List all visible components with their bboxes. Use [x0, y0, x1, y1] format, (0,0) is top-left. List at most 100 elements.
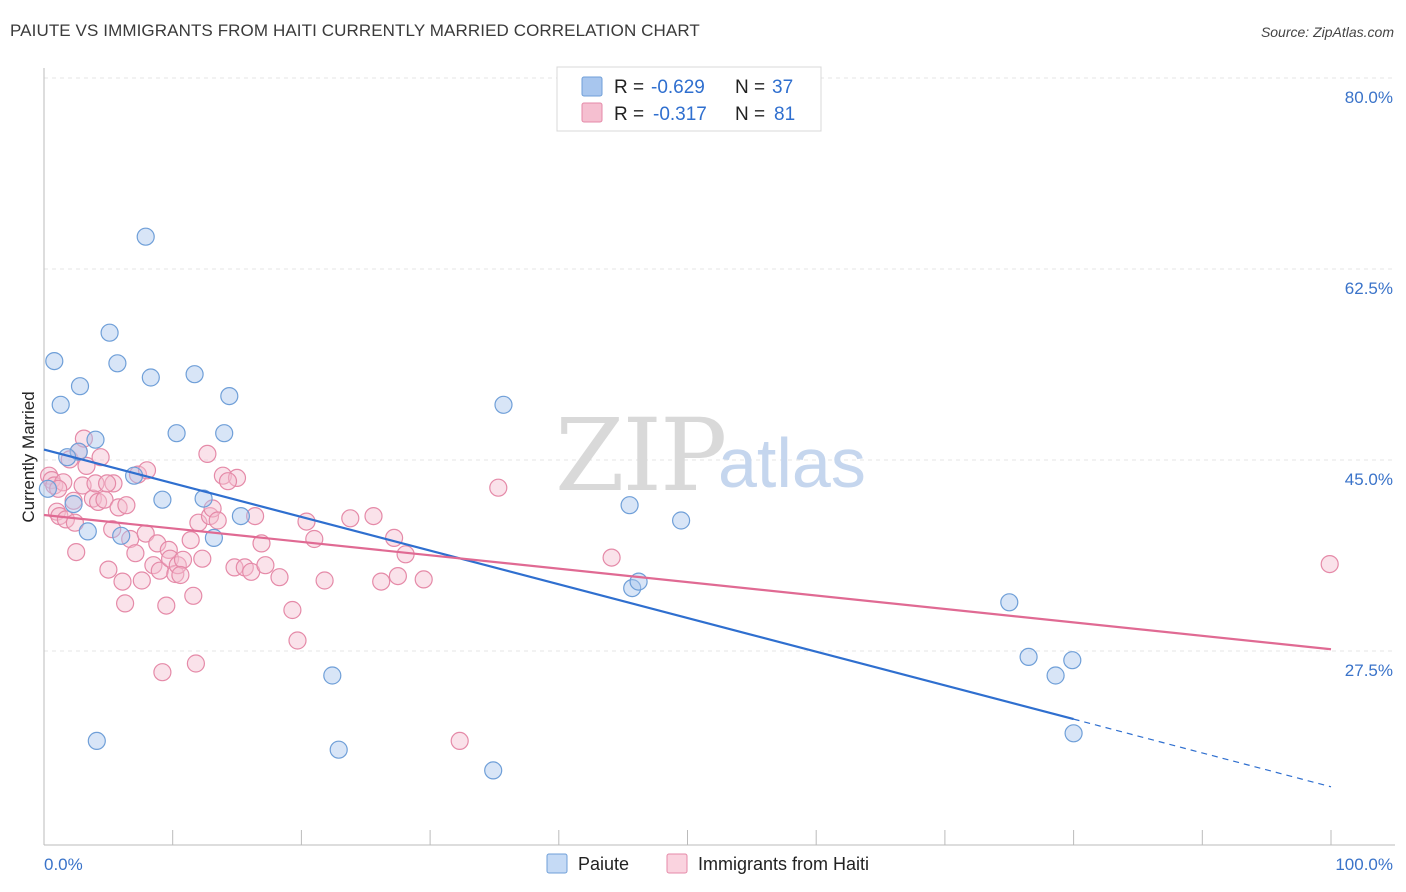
paiute-point	[494, 395, 513, 414]
x-tick-marks	[43, 830, 1332, 845]
paiute-point	[45, 352, 64, 371]
watermark-zip: ZIP	[555, 397, 725, 514]
haiti-point	[153, 663, 172, 682]
paiute-point	[51, 395, 70, 414]
bottom-legend-label-haiti: Immigrants from Haiti	[698, 854, 869, 874]
trend-lines	[43, 448, 1332, 788]
haiti-point	[115, 594, 135, 613]
haiti-point	[148, 534, 167, 553]
paiute-point	[671, 511, 691, 530]
paiute-point	[100, 323, 119, 342]
haiti-point	[256, 556, 275, 575]
paiute-trend-line	[43, 448, 1074, 721]
watermark: ZIP atlas	[555, 397, 866, 514]
paiute-point	[112, 526, 131, 545]
paiute-point	[484, 761, 503, 780]
bottom-legend: Paiute Immigrants from Haiti	[546, 853, 869, 874]
haiti-point	[91, 448, 110, 467]
haiti-point	[67, 542, 86, 562]
haiti-point	[132, 571, 151, 590]
legend-n-value-haiti: 81	[774, 104, 795, 125]
haiti-point	[181, 530, 200, 550]
legend: R = -0.629 N = 37 R = -0.317 N = 81	[556, 66, 822, 132]
haiti-point	[489, 478, 508, 497]
y-tick-label: 27.5%	[1345, 661, 1393, 680]
haiti-point	[173, 550, 193, 569]
x-tick-label: 100.0%	[1335, 855, 1393, 874]
haiti-point	[372, 572, 391, 591]
y-tick-labels: 80.0% 62.5% 45.0% 27.5%	[1345, 88, 1393, 680]
legend-n-label-paiute: N =	[735, 77, 765, 98]
haiti-point	[388, 566, 407, 586]
y-axis-label: Currently Married	[19, 391, 38, 522]
y-tick-label: 45.0%	[1345, 470, 1393, 489]
paiute-point	[108, 354, 127, 373]
haiti-point	[305, 529, 324, 549]
paiute-point	[220, 387, 239, 406]
legend-r-value-haiti: -0.317	[653, 104, 707, 125]
paiute-point	[1063, 651, 1082, 670]
paiute-point	[136, 227, 155, 246]
paiute-point	[623, 578, 642, 598]
legend-swatch-paiute	[581, 76, 603, 97]
haiti-point	[414, 570, 433, 589]
haiti-point	[218, 472, 238, 491]
paiute-point	[167, 424, 186, 443]
haiti-point	[49, 479, 68, 498]
haiti-point	[186, 654, 205, 673]
haiti-point	[184, 586, 203, 605]
legend-r-value-paiute: -0.629	[651, 77, 705, 98]
paiute-point	[70, 377, 90, 396]
paiute-point	[64, 495, 83, 514]
paiute-point	[1046, 666, 1065, 685]
paiute-point	[194, 489, 213, 508]
haiti-point	[1320, 554, 1339, 574]
haiti-point	[288, 631, 307, 650]
haiti-point	[113, 572, 132, 591]
haiti-point	[203, 499, 222, 518]
watermark-atlas: atlas	[718, 424, 866, 502]
haiti-point	[99, 560, 118, 579]
paiute-point	[141, 368, 160, 387]
legend-r-label-haiti: R =	[614, 104, 644, 125]
haiti-trend-line	[43, 513, 1332, 651]
paiute-point	[86, 430, 105, 449]
haiti-point	[315, 571, 334, 590]
paiute-trend-extension	[1073, 718, 1332, 788]
paiute-point	[1000, 593, 1019, 612]
y-tick-label: 62.5%	[1345, 279, 1393, 298]
source-label: Source: ZipAtlas.com	[1260, 24, 1394, 40]
haiti-point	[225, 558, 244, 577]
legend-swatch-haiti	[581, 102, 603, 123]
paiute-point	[185, 365, 204, 384]
paiute-point	[87, 731, 106, 751]
haiti-point	[103, 520, 122, 539]
paiute-point	[231, 506, 250, 526]
paiute-point	[38, 479, 58, 498]
haiti-point	[126, 544, 145, 563]
haiti-point	[157, 596, 176, 615]
legend-n-label-haiti: N =	[735, 104, 765, 125]
paiute-point	[215, 424, 234, 443]
haiti-point	[208, 511, 227, 530]
bottom-legend-swatch-haiti	[666, 853, 688, 874]
haiti-point	[193, 549, 212, 568]
haiti-point	[117, 496, 136, 515]
x-tick-labels: 0.0% 100.0%	[44, 855, 1393, 874]
haiti-point	[270, 568, 289, 587]
haiti-point	[198, 444, 217, 463]
data-points	[38, 227, 1339, 780]
y-tick-label: 80.0%	[1345, 88, 1393, 107]
paiute-point	[620, 496, 639, 515]
chart-title: PAIUTE VS IMMIGRANTS FROM HAITI CURRENTL…	[10, 21, 700, 40]
x-tick-label: 0.0%	[44, 855, 83, 874]
haiti-point	[450, 731, 469, 751]
haiti-point	[341, 509, 360, 528]
paiute-point	[329, 740, 348, 759]
haiti-point	[150, 561, 169, 580]
haiti-point	[171, 565, 190, 585]
haiti-point	[213, 466, 232, 485]
axes	[43, 68, 1395, 846]
haiti-point	[246, 506, 265, 526]
